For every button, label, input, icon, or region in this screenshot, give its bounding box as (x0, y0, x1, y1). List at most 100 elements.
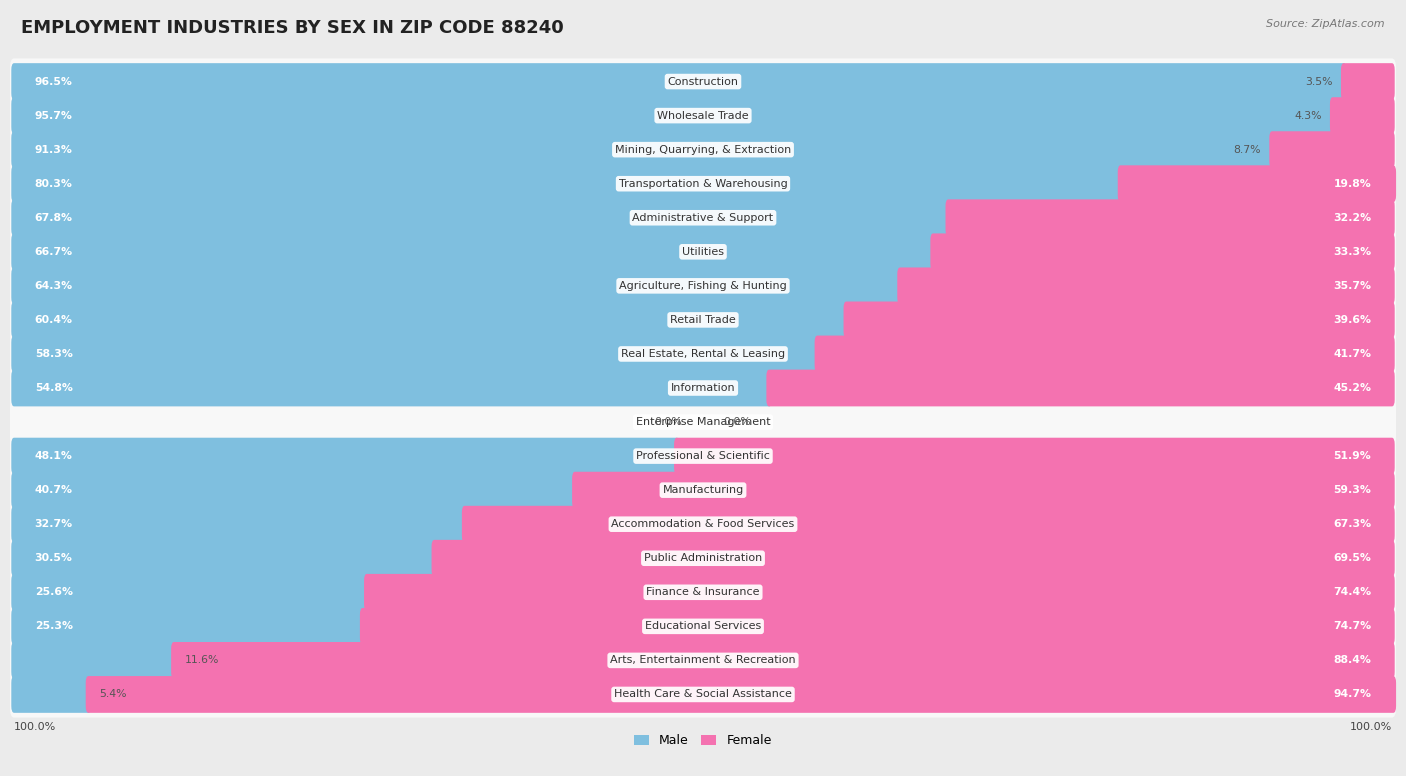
FancyBboxPatch shape (1341, 63, 1395, 100)
FancyBboxPatch shape (10, 161, 1396, 207)
FancyBboxPatch shape (10, 195, 1396, 241)
FancyBboxPatch shape (10, 58, 1396, 105)
Text: 67.8%: 67.8% (35, 213, 73, 223)
FancyBboxPatch shape (673, 438, 1395, 474)
Text: 60.4%: 60.4% (35, 315, 73, 325)
Text: 88.4%: 88.4% (1333, 656, 1371, 665)
FancyBboxPatch shape (10, 296, 1396, 343)
Text: Professional & Scientific: Professional & Scientific (636, 451, 770, 461)
FancyBboxPatch shape (931, 234, 1395, 270)
FancyBboxPatch shape (432, 540, 1395, 577)
FancyBboxPatch shape (945, 199, 1395, 236)
FancyBboxPatch shape (10, 569, 1396, 615)
Legend: Male, Female: Male, Female (630, 729, 776, 752)
FancyBboxPatch shape (463, 506, 1395, 542)
FancyBboxPatch shape (10, 126, 1396, 173)
Text: 11.6%: 11.6% (186, 656, 219, 665)
Text: 30.5%: 30.5% (35, 553, 73, 563)
Text: 74.7%: 74.7% (1333, 622, 1371, 632)
FancyBboxPatch shape (10, 331, 1396, 377)
Text: 69.5%: 69.5% (1333, 553, 1371, 563)
FancyBboxPatch shape (172, 642, 1395, 679)
FancyBboxPatch shape (1330, 97, 1395, 134)
Text: 59.3%: 59.3% (1333, 485, 1371, 495)
Text: Construction: Construction (668, 77, 738, 87)
Text: 3.5%: 3.5% (1305, 77, 1333, 87)
FancyBboxPatch shape (11, 302, 849, 338)
Text: EMPLOYMENT INDUSTRIES BY SEX IN ZIP CODE 88240: EMPLOYMENT INDUSTRIES BY SEX IN ZIP CODE… (21, 19, 564, 37)
FancyBboxPatch shape (11, 438, 679, 474)
FancyBboxPatch shape (10, 263, 1396, 309)
Text: 0.0%: 0.0% (724, 417, 751, 427)
FancyBboxPatch shape (11, 506, 467, 542)
Text: Public Administration: Public Administration (644, 553, 762, 563)
Text: Source: ZipAtlas.com: Source: ZipAtlas.com (1267, 19, 1385, 29)
FancyBboxPatch shape (11, 540, 437, 577)
Text: Health Care & Social Assistance: Health Care & Social Assistance (614, 689, 792, 699)
FancyBboxPatch shape (10, 399, 1396, 445)
Text: 32.2%: 32.2% (1333, 213, 1371, 223)
Text: 100.0%: 100.0% (1350, 722, 1392, 732)
Text: 48.1%: 48.1% (35, 451, 73, 461)
FancyBboxPatch shape (1118, 165, 1396, 202)
FancyBboxPatch shape (766, 369, 1395, 407)
FancyBboxPatch shape (11, 574, 370, 611)
FancyBboxPatch shape (86, 676, 1396, 713)
Text: Real Estate, Rental & Leasing: Real Estate, Rental & Leasing (621, 349, 785, 359)
FancyBboxPatch shape (10, 365, 1396, 411)
FancyBboxPatch shape (1270, 131, 1395, 168)
FancyBboxPatch shape (364, 574, 1395, 611)
Text: 100.0%: 100.0% (14, 722, 56, 732)
Text: Manufacturing: Manufacturing (662, 485, 744, 495)
Text: Administrative & Support: Administrative & Support (633, 213, 773, 223)
FancyBboxPatch shape (11, 234, 936, 270)
Text: 0.0%: 0.0% (655, 417, 682, 427)
FancyBboxPatch shape (844, 302, 1395, 338)
Text: Wholesale Trade: Wholesale Trade (657, 111, 749, 120)
FancyBboxPatch shape (11, 165, 1123, 202)
Text: 66.7%: 66.7% (35, 247, 73, 257)
Text: 64.3%: 64.3% (35, 281, 73, 291)
Text: Accommodation & Food Services: Accommodation & Food Services (612, 519, 794, 529)
Text: Agriculture, Fishing & Hunting: Agriculture, Fishing & Hunting (619, 281, 787, 291)
Text: 25.3%: 25.3% (35, 622, 73, 632)
FancyBboxPatch shape (11, 131, 1275, 168)
FancyBboxPatch shape (897, 268, 1395, 304)
Text: 74.4%: 74.4% (1333, 587, 1371, 598)
FancyBboxPatch shape (11, 369, 772, 407)
Text: Mining, Quarrying, & Extraction: Mining, Quarrying, & Extraction (614, 144, 792, 154)
FancyBboxPatch shape (814, 335, 1395, 372)
Text: 54.8%: 54.8% (35, 383, 73, 393)
FancyBboxPatch shape (10, 671, 1396, 718)
Text: 40.7%: 40.7% (35, 485, 73, 495)
FancyBboxPatch shape (10, 603, 1396, 650)
Text: Utilities: Utilities (682, 247, 724, 257)
Text: Retail Trade: Retail Trade (671, 315, 735, 325)
Text: Educational Services: Educational Services (645, 622, 761, 632)
Text: Transportation & Warehousing: Transportation & Warehousing (619, 178, 787, 189)
FancyBboxPatch shape (572, 472, 1395, 508)
FancyBboxPatch shape (11, 472, 578, 508)
Text: 8.7%: 8.7% (1233, 144, 1261, 154)
Text: 25.6%: 25.6% (35, 587, 73, 598)
Text: 58.3%: 58.3% (35, 349, 73, 359)
FancyBboxPatch shape (11, 335, 820, 372)
Text: 39.6%: 39.6% (1333, 315, 1371, 325)
FancyBboxPatch shape (11, 199, 950, 236)
FancyBboxPatch shape (10, 433, 1396, 480)
FancyBboxPatch shape (10, 92, 1396, 139)
FancyBboxPatch shape (11, 608, 366, 645)
FancyBboxPatch shape (11, 642, 177, 679)
Text: 95.7%: 95.7% (35, 111, 73, 120)
Text: Finance & Insurance: Finance & Insurance (647, 587, 759, 598)
FancyBboxPatch shape (10, 535, 1396, 581)
Text: 19.8%: 19.8% (1333, 178, 1371, 189)
Text: 32.7%: 32.7% (35, 519, 73, 529)
FancyBboxPatch shape (10, 501, 1396, 547)
FancyBboxPatch shape (11, 676, 91, 713)
FancyBboxPatch shape (11, 97, 1336, 134)
Text: 41.7%: 41.7% (1333, 349, 1371, 359)
Text: 33.3%: 33.3% (1333, 247, 1371, 257)
Text: Enterprise Management: Enterprise Management (636, 417, 770, 427)
Text: Information: Information (671, 383, 735, 393)
